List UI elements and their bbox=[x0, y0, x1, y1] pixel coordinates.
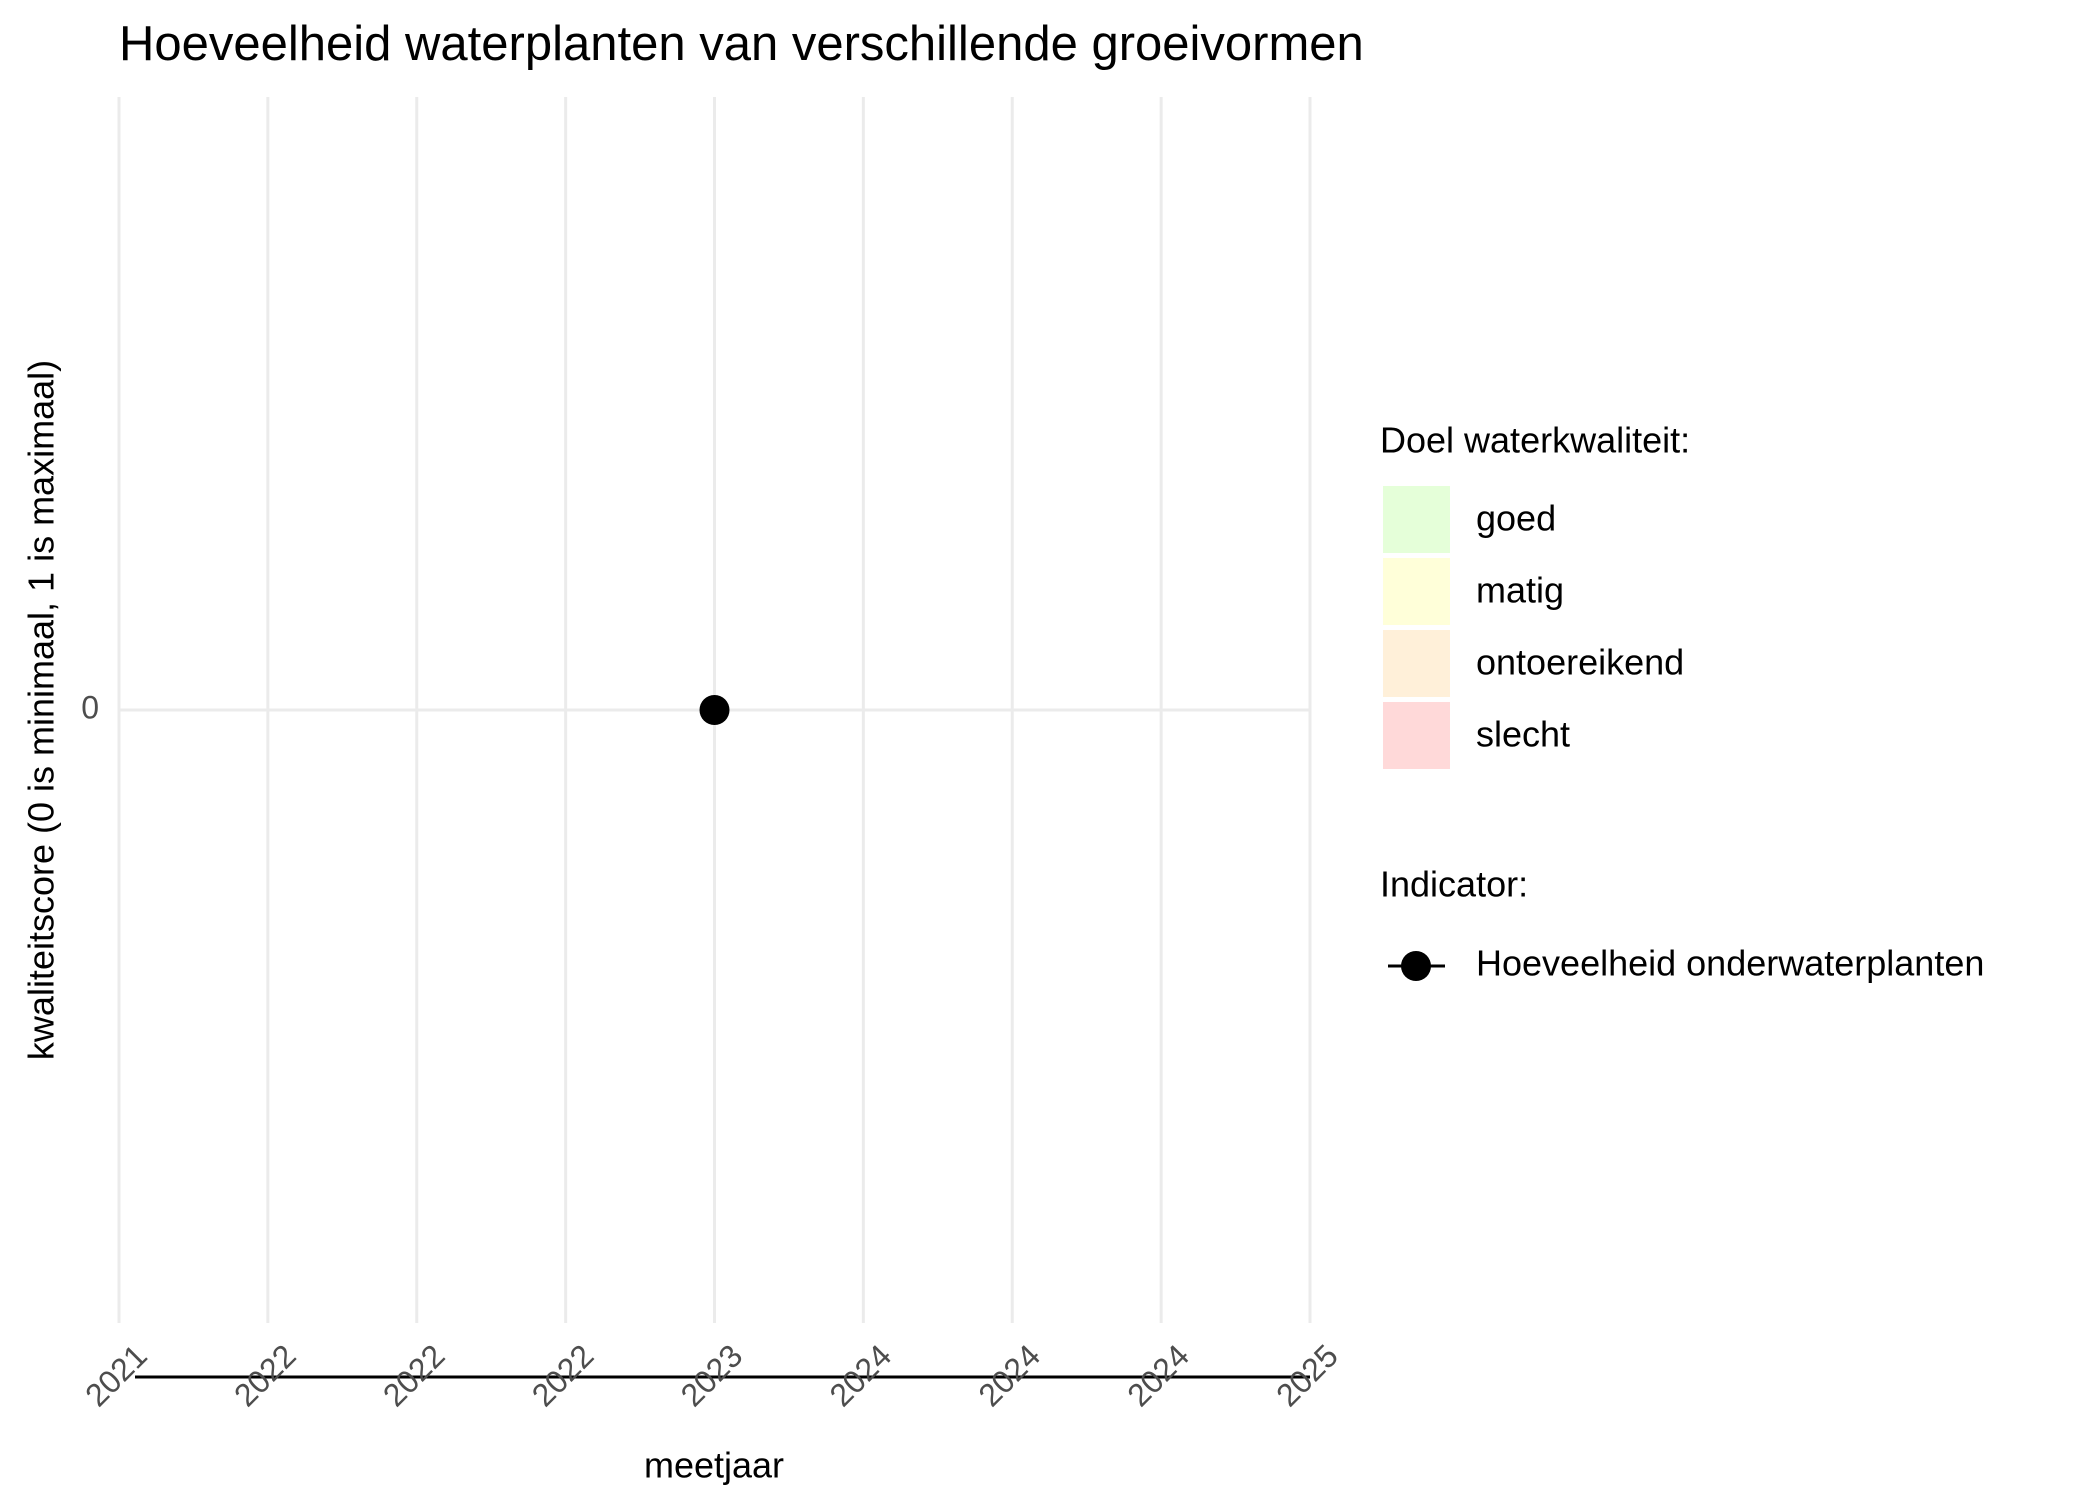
legend-label: slecht bbox=[1476, 714, 1570, 755]
legend-key bbox=[1383, 558, 1450, 625]
legend-label: Hoeveelheid onderwaterplanten bbox=[1476, 943, 1984, 984]
legend-label: matig bbox=[1476, 570, 1564, 611]
y-tick-label: 0 bbox=[81, 689, 99, 725]
legend-label: ontoereikend bbox=[1476, 642, 1684, 683]
x-axis-title: meetjaar bbox=[644, 1445, 784, 1486]
legend-title: Indicator: bbox=[1380, 864, 1528, 905]
y-axis-title: kwaliteitscore (0 is minimaal, 1 is maxi… bbox=[21, 360, 62, 1060]
legend-key bbox=[1383, 486, 1450, 553]
legend-key bbox=[1383, 702, 1450, 769]
data-point bbox=[699, 695, 730, 725]
legend-key bbox=[1383, 630, 1450, 697]
legend-key-point bbox=[1401, 951, 1431, 981]
chart-title: Hoeveelheid waterplanten van verschillen… bbox=[119, 17, 1364, 71]
legend-title: Doel waterkwaliteit: bbox=[1380, 420, 1690, 461]
legend-label: goed bbox=[1476, 498, 1556, 539]
